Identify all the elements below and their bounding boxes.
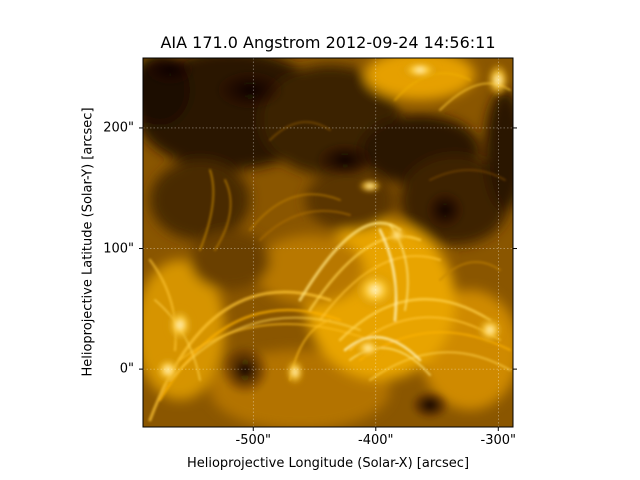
coordinate-grid — [143, 58, 513, 427]
plot-title: AIA 171.0 Angstrom 2012-09-24 14:56:11 — [160, 33, 496, 52]
x-axis-label: Helioprojective Longitude (Solar-X) [arc… — [186, 456, 470, 471]
x-tick-label: -300" — [480, 433, 517, 448]
x-tick-label: -500" — [235, 433, 271, 448]
bright-kernels — [154, 60, 510, 386]
axis-ticks — [139, 127, 517, 431]
axes-frame — [142, 57, 514, 428]
y-tick-label: 100" — [103, 241, 134, 257]
y-tick-label: 0" — [119, 361, 134, 377]
y-tick-label: 200" — [103, 120, 134, 136]
dark-lanes — [145, 58, 465, 420]
x-tick-label: -400" — [358, 433, 394, 448]
y-axis-label: Helioprojective Latitude (Solar-Y) [arcs… — [80, 107, 96, 377]
solar-image — [143, 58, 513, 427]
